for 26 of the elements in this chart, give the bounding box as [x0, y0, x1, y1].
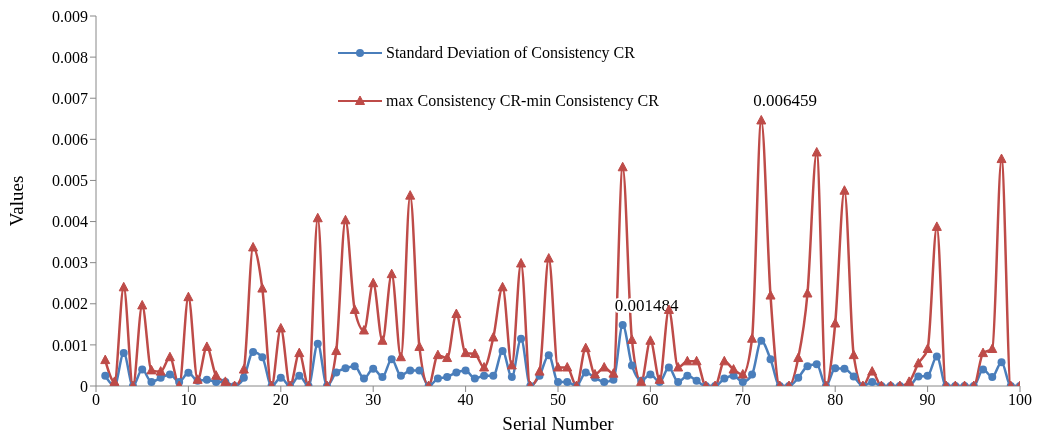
x-tick-label: 80 [827, 391, 844, 409]
y-tick-label: 0.003 [52, 254, 88, 272]
x-tick-label: 100 [1008, 391, 1032, 409]
y-tick-label: 0.006 [52, 131, 88, 149]
legend-label: Standard Deviation of Consistency CR [386, 44, 635, 62]
x-tick-label: 60 [642, 391, 659, 409]
y-tick-label: 0 [80, 377, 88, 395]
y-axis-title: Values [5, 175, 27, 227]
x-tick-label: 10 [180, 391, 197, 409]
y-tick-label: 0.008 [52, 48, 88, 66]
annotation: 0.006459 [753, 91, 818, 111]
x-tick-label: 20 [272, 391, 289, 409]
legend-label: max Consistency CR-min Consistency CR [386, 92, 659, 110]
y-tick-label: 0.005 [52, 172, 88, 190]
y-tick-label: 0.002 [52, 295, 88, 313]
x-tick-label: 50 [550, 391, 566, 409]
y-tick-label: 0.004 [52, 213, 88, 231]
y-tick-label: 0.001 [52, 336, 88, 354]
x-tick-label: 90 [919, 391, 936, 409]
x-tick-label: 40 [457, 391, 474, 409]
x-tick-label: 70 [734, 391, 751, 409]
x-tick-label: 0 [92, 391, 100, 409]
x-tick-label: 30 [365, 391, 382, 409]
y-tick-label: 0.009 [52, 7, 88, 25]
y-tick-label: 0.007 [52, 89, 88, 107]
x-axis-title: Serial Number [502, 413, 615, 434]
